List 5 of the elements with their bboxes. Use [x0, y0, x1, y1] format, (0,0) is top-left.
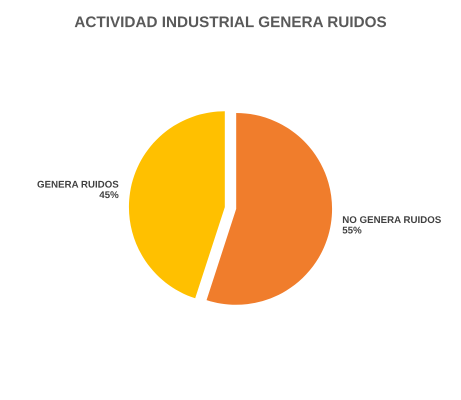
- slice-label: GENERA RUIDOS: [37, 180, 118, 188]
- slice-label: NO GENERA RUIDOS: [342, 216, 441, 224]
- data-label: 55%: [342, 226, 362, 234]
- chart-title: ACTIVIDAD INDUSTRIAL GENERA RUIDOS: [74, 16, 386, 28]
- data-label: 45%: [99, 191, 118, 198]
